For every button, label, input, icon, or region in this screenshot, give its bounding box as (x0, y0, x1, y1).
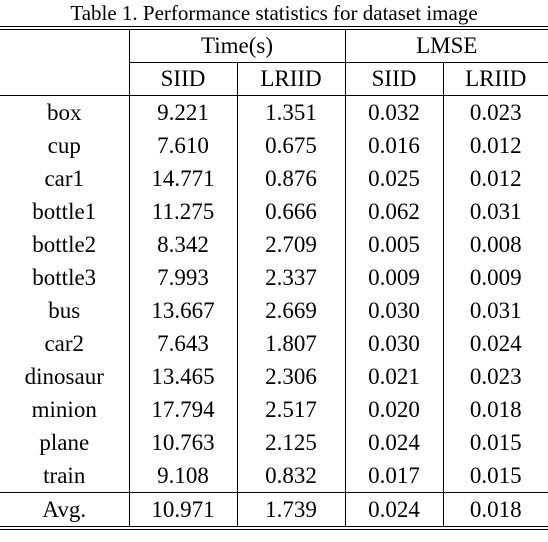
row-name: bus (0, 294, 130, 327)
cell-lmse-siid: 0.016 (345, 129, 444, 162)
cell-lmse-siid: 0.024 (345, 492, 444, 530)
cell-time-lriid: 2.337 (237, 261, 346, 294)
table-row: car1 14.771 0.876 0.025 0.012 (0, 162, 548, 195)
cell-time-lriid: 0.876 (237, 162, 346, 195)
table-body: box 9.221 1.351 0.032 0.023 cup 7.610 0.675 0.01… (0, 95, 548, 493)
cell-time-siid: 17.794 (129, 393, 238, 426)
header-lmse-lriid: LRIID (443, 62, 548, 96)
cell-time-lriid: 2.709 (237, 228, 346, 261)
cell-time-siid: 8.342 (129, 228, 238, 261)
cell-time-siid: 10.971 (129, 492, 238, 530)
cell-time-siid: 13.667 (129, 294, 238, 327)
header-time-lriid: LRIID (237, 62, 346, 96)
cell-lmse-siid: 0.030 (345, 294, 444, 327)
row-name: plane (0, 426, 130, 459)
table-row: plane 10.763 2.125 0.024 0.015 (0, 426, 548, 459)
table-row: dinosaur 13.465 2.306 0.021 0.023 (0, 360, 548, 393)
cell-time-lriid: 0.675 (237, 129, 346, 162)
cell-time-siid: 9.108 (129, 459, 238, 493)
cell-time-lriid: 2.306 (237, 360, 346, 393)
table-footer: Avg. 10.971 1.739 0.024 0.018 (0, 492, 548, 530)
row-name: train (0, 459, 130, 493)
cell-time-siid: 11.275 (129, 195, 238, 228)
cell-lmse-siid: 0.024 (345, 426, 444, 459)
cell-time-lriid: 2.669 (237, 294, 346, 327)
table-caption: Table 1. Performance statistics for data… (70, 1, 478, 25)
cell-time-siid: 7.643 (129, 327, 238, 360)
performance-table: Time(s) LMSE SIID LRIID SIID LRIID box 9.… (0, 26, 548, 530)
row-name: box (0, 95, 130, 129)
cell-lmse-siid: 0.005 (345, 228, 444, 261)
cell-lmse-siid: 0.032 (345, 95, 444, 129)
cell-lmse-lriid: 0.008 (469, 232, 522, 257)
cell-lmse-lriid: 0.012 (469, 166, 522, 191)
row-name: car1 (0, 162, 130, 195)
cell-lmse-siid: 0.017 (345, 459, 444, 493)
table-row: cup 7.610 0.675 0.016 0.012 (0, 129, 548, 162)
cell-lmse-lriid: 0.023 (469, 364, 522, 389)
header-blank-cell (0, 26, 130, 63)
cell-lmse-lriid: 0.024 (469, 331, 522, 356)
header-time-siid: SIID (129, 62, 238, 96)
table-row: car2 7.643 1.807 0.030 0.024 (0, 327, 548, 360)
cell-time-siid: 9.221 (129, 95, 238, 129)
cell-lmse-siid: 0.062 (345, 195, 444, 228)
row-name: bottle3 (0, 261, 130, 294)
cell-time-lriid: 2.517 (237, 393, 346, 426)
cell-time-lriid: 2.125 (237, 426, 346, 459)
cell-time-siid: 13.465 (129, 360, 238, 393)
cell-lmse-siid: 0.009 (345, 261, 444, 294)
cell-time-lriid: 1.739 (237, 492, 346, 530)
cell-lmse-siid: 0.030 (345, 327, 444, 360)
table-row: bus 13.667 2.669 0.030 0.031 (0, 294, 548, 327)
cell-lmse-lriid: 0.018 (443, 492, 548, 530)
table-row: train 9.108 0.832 0.017 0.015 (0, 459, 548, 493)
cell-time-lriid: 1.351 (237, 95, 346, 129)
cell-time-lriid: 0.832 (237, 459, 346, 493)
cell-time-siid: 14.771 (129, 162, 238, 195)
row-name: Avg. (0, 492, 130, 530)
row-name: minion (0, 393, 130, 426)
average-row: Avg. 10.971 1.739 0.024 0.018 (0, 492, 548, 530)
table-row: minion 17.794 2.517 0.020 0.018 (0, 393, 548, 426)
cell-lmse-siid: 0.021 (345, 360, 444, 393)
row-name: dinosaur (0, 360, 130, 393)
header-group-row: Time(s) LMSE (0, 26, 548, 63)
cell-time-siid: 7.993 (129, 261, 238, 294)
cell-lmse-lriid: 0.015 (469, 463, 522, 488)
cell-time-lriid: 0.666 (237, 195, 346, 228)
cell-time-siid: 7.610 (129, 129, 238, 162)
table-row: bottle1 11.275 0.666 0.062 0.031 (0, 195, 548, 228)
cell-time-lriid: 1.807 (237, 327, 346, 360)
row-name: cup (0, 129, 130, 162)
cell-lmse-lriid: 0.015 (469, 430, 522, 455)
row-name: car2 (0, 327, 130, 360)
table-header: Time(s) LMSE SIID LRIID SIID LRIID (0, 26, 548, 96)
cell-lmse-lriid: 0.018 (469, 397, 522, 422)
header-group-time: Time(s) (129, 26, 346, 63)
cell-lmse-siid: 0.020 (345, 393, 444, 426)
cell-lmse-lriid: 0.031 (469, 199, 522, 224)
cell-lmse-lriid: 0.009 (469, 265, 522, 290)
cell-lmse-lriid: 0.012 (469, 133, 522, 158)
cell-lmse-lriid: 0.031 (469, 298, 522, 323)
header-subcolumn-row: SIID LRIID SIID LRIID (0, 62, 548, 96)
table-row: bottle2 8.342 2.709 0.005 0.008 (0, 228, 548, 261)
cell-lmse-siid: 0.025 (345, 162, 444, 195)
table-row: bottle3 7.993 2.337 0.009 0.009 (0, 261, 548, 294)
cell-lmse-lriid: 0.023 (443, 95, 548, 129)
row-name: bottle2 (0, 228, 130, 261)
table-row: box 9.221 1.351 0.032 0.023 (0, 95, 548, 129)
row-name: bottle1 (0, 195, 130, 228)
header-blank-cell (0, 62, 130, 96)
header-lmse-siid: SIID (345, 62, 444, 96)
header-group-lmse: LMSE (345, 26, 548, 63)
cell-time-siid: 10.763 (129, 426, 238, 459)
